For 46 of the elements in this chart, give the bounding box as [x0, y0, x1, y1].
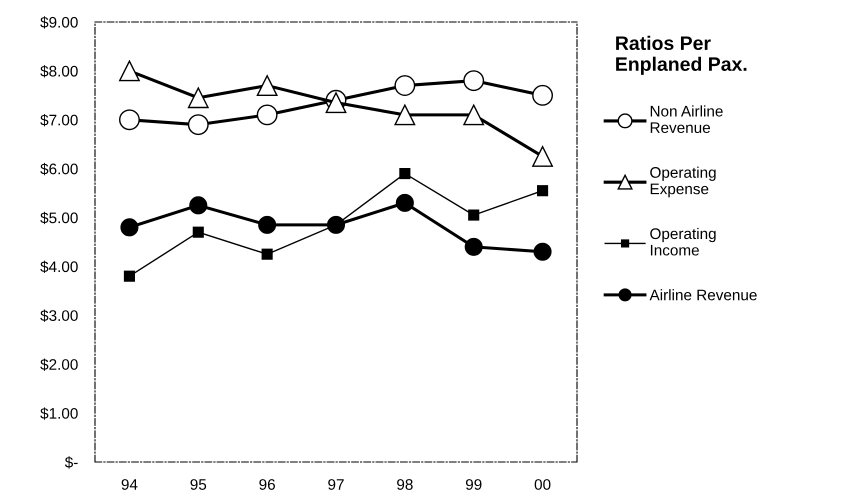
legend-title: Ratios Per Enplaned Pax. [616, 36, 746, 75]
point [399, 168, 410, 180]
point [262, 248, 273, 260]
point [534, 242, 552, 261]
legend-label: Operating Income [650, 228, 716, 256]
y-tick-label: $4.00 [40, 260, 78, 274]
point [120, 218, 138, 236]
y-tick-label: $5.00 [40, 212, 78, 224]
point [463, 70, 484, 92]
y-tick-label: $- [64, 456, 78, 469]
legend-label: Operating Expense [650, 166, 716, 198]
x-tick-label: 97 [328, 479, 344, 490]
point [256, 75, 278, 96]
y-tick-label: $6.00 [40, 162, 78, 176]
point [532, 146, 553, 167]
y-tick-label: $3.00 [40, 310, 78, 322]
x-tick-label: 95 [190, 479, 206, 490]
point [394, 104, 416, 126]
x-tick-label: 96 [259, 479, 275, 490]
point [119, 109, 140, 130]
point [463, 104, 484, 126]
point [188, 87, 209, 108]
x-tick-label: 99 [466, 479, 482, 490]
point [532, 84, 553, 106]
point [394, 75, 416, 96]
point [124, 270, 135, 282]
point [464, 238, 483, 256]
legend-label: Non Airline Revenue [650, 105, 723, 134]
point [188, 114, 209, 136]
point [537, 185, 548, 196]
point [192, 226, 204, 238]
y-tick-label: $7.00 [40, 114, 78, 126]
point [189, 196, 208, 214]
y-tick-label: $8.00 [40, 65, 78, 78]
point [396, 194, 414, 212]
y-tick-label: $9.00 [40, 16, 78, 29]
x-tick-label: 98 [397, 479, 413, 490]
point [256, 104, 278, 126]
x-tick-label: 00 [534, 479, 550, 490]
point [258, 216, 276, 234]
y-tick-label: $2.00 [40, 358, 78, 371]
x-tick-label: 94 [122, 479, 138, 490]
legend-label: Airline Revenue [650, 289, 757, 300]
point [119, 60, 140, 82]
y-tick-label: $1.00 [40, 407, 78, 420]
point [468, 210, 480, 221]
